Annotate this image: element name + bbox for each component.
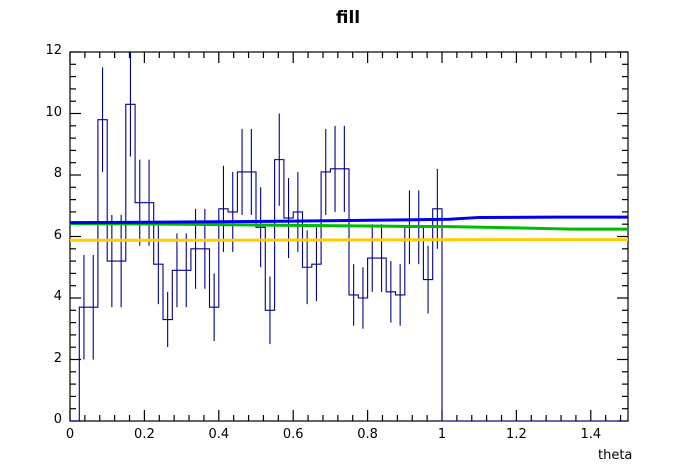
y-tick-label: 8 [53,166,62,181]
y-tick-label: 12 [45,43,62,58]
x-axis-ticks [69,52,622,421]
page-title: fill [335,8,361,28]
y-tick-label: 4 [53,289,62,304]
x-tick-label: 0.8 [357,427,378,442]
x-tick-label: 0.6 [282,427,304,442]
x-tick-label: 0 [65,427,75,442]
y-tick-label: 10 [45,104,62,120]
x-tick-label: 1.2 [506,427,527,442]
x-tick-label: 0.2 [134,427,155,442]
x-axis-title: theta [598,448,633,463]
histogram-series [70,103,628,422]
y-tick-label: 2 [53,350,62,366]
y-tick-label: 0 [53,412,62,427]
x-tick-label: 1 [437,427,447,442]
fit-lines [69,215,628,242]
x-tick-label: 0.4 [208,427,230,442]
x-tick-label: 1.4 [580,427,602,442]
y-tick-label: 6 [53,227,62,243]
histogram-error-bars [83,52,438,360]
